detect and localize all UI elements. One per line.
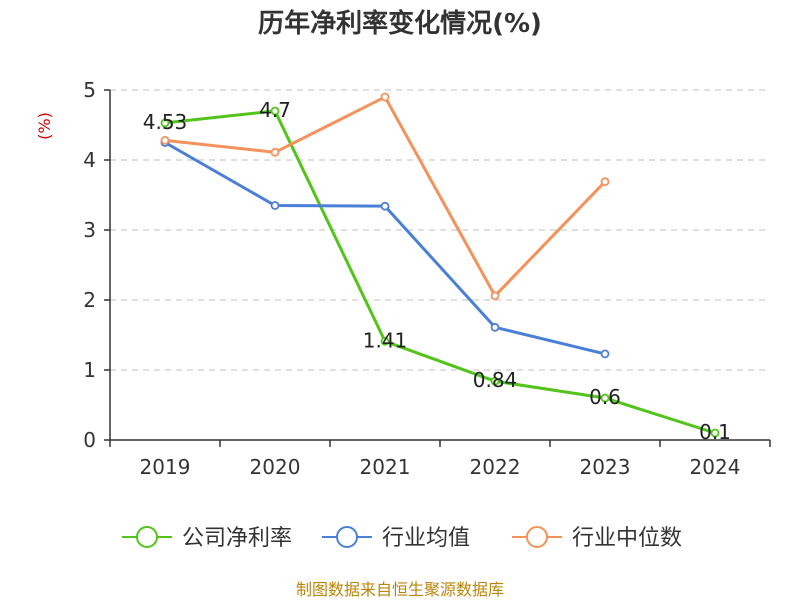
data-point (270, 106, 280, 116)
data-label: 0.84 (473, 368, 518, 392)
data-point (270, 201, 280, 210)
data-point (600, 393, 610, 403)
x-tick-label: 2020 (250, 455, 301, 479)
data-label: 4.7 (259, 98, 291, 122)
data-point (380, 92, 390, 102)
data-point (380, 201, 390, 211)
data-point (490, 376, 500, 386)
source-note: 制图数据来自恒生聚源数据库 (296, 580, 504, 599)
axes: 0 1 2 3 4 5 2019 2020 2021 2022 2023 2024 (83, 78, 771, 479)
data-point (490, 291, 500, 301)
legend: 公司净利率 行业均值 行业中位数 (122, 526, 682, 551)
y-tick-label: 2 (83, 288, 96, 312)
x-tick-label: 2024 (690, 455, 741, 479)
legend-marker (136, 526, 158, 548)
data-label: 1.41 (363, 328, 408, 352)
chart-title: 历年净利率变化情况(%) (258, 8, 542, 39)
series-lines (160, 92, 720, 438)
y-tick-label: 0 (83, 428, 96, 452)
series-line-3 (164, 95, 607, 298)
data-label: 0.6 (589, 385, 621, 409)
legend-label: 行业均值 (382, 526, 470, 551)
y-axis-unit-label: (%) (35, 112, 54, 140)
y-tick-label: 4 (83, 148, 96, 172)
series-line-1 (164, 109, 716, 435)
y-tick-label: 5 (83, 78, 96, 102)
data-point (270, 147, 280, 157)
legend-label: 行业中位数 (572, 526, 682, 551)
legend-marker (336, 526, 358, 548)
data-label: 0.1 (699, 420, 731, 444)
data-point (160, 118, 170, 128)
data-point (710, 428, 720, 438)
data-labels: 4.53 4.7 1.41 0.84 0.6 0.1 (143, 98, 731, 444)
data-point (160, 135, 170, 145)
x-tick-label: 2023 (580, 455, 631, 479)
data-point (600, 349, 610, 359)
data-point (490, 322, 500, 332)
legend-marker (526, 526, 548, 548)
gridlines (110, 89, 770, 371)
x-tick-label: 2019 (140, 455, 191, 479)
x-tick-label: 2022 (470, 455, 521, 479)
y-tick-label: 1 (83, 358, 96, 382)
data-point (380, 336, 390, 346)
data-point (600, 177, 610, 187)
y-tick-label: 3 (83, 218, 96, 242)
data-label: 4.53 (143, 110, 188, 134)
legend-label: 公司净利率 (182, 526, 292, 551)
x-tick-label: 2021 (360, 455, 411, 479)
